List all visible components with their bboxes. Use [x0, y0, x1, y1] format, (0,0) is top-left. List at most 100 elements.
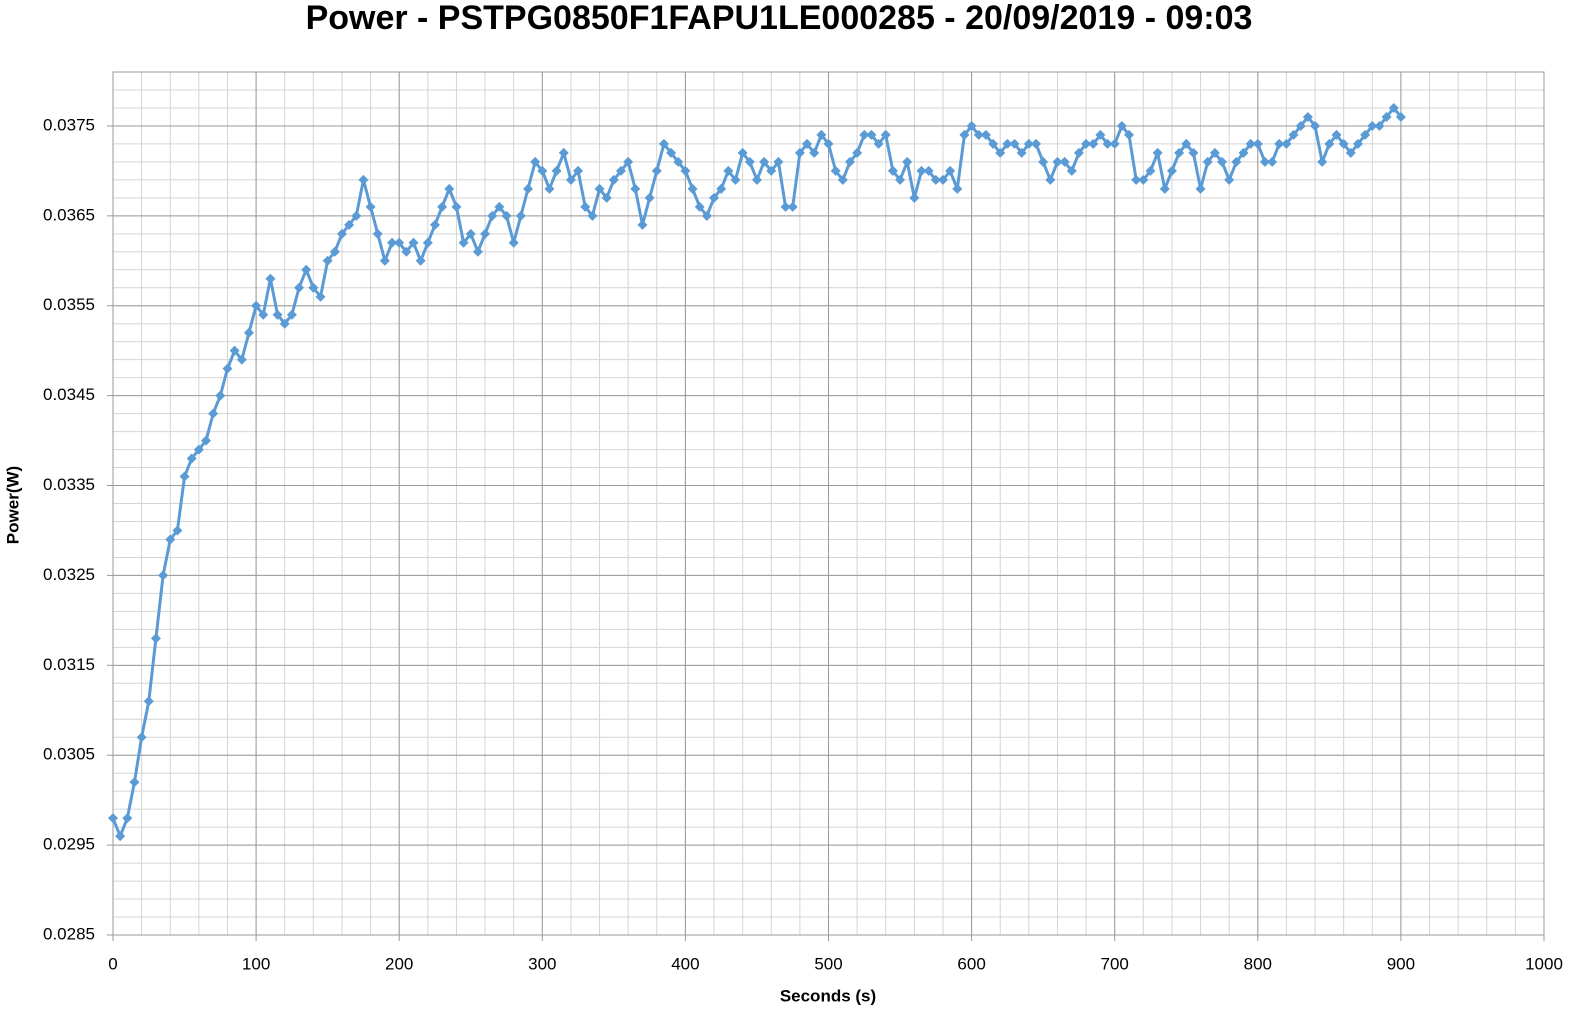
data-point — [544, 183, 555, 194]
data-point — [1202, 156, 1213, 167]
x-tick-label: 800 — [1244, 954, 1272, 973]
data-point — [322, 255, 333, 266]
data-point — [1095, 129, 1106, 140]
data-point — [630, 183, 641, 194]
data-point — [680, 165, 691, 176]
data-point — [294, 282, 305, 293]
data-point — [837, 174, 848, 185]
data-point — [508, 237, 519, 248]
data-point — [108, 813, 118, 824]
data-point — [1023, 138, 1034, 149]
data-point — [802, 138, 813, 149]
data-point — [422, 237, 433, 248]
data-point — [158, 570, 169, 581]
data-point — [236, 354, 247, 365]
data-point — [1188, 147, 1199, 158]
data-point — [372, 228, 383, 239]
data-point — [594, 183, 605, 194]
data-point — [1224, 174, 1235, 185]
x-tick-label: 500 — [814, 954, 842, 973]
data-point — [1388, 102, 1399, 113]
data-point — [637, 219, 648, 230]
data-point — [995, 147, 1006, 158]
data-point — [880, 129, 891, 140]
data-point — [472, 246, 483, 257]
data-point — [651, 165, 662, 176]
data-point — [522, 183, 533, 194]
x-tick-label: 700 — [1101, 954, 1129, 973]
data-point — [501, 210, 512, 221]
data-point — [852, 147, 863, 158]
data-point — [1331, 129, 1342, 140]
data-point — [429, 219, 440, 230]
data-point — [1245, 138, 1256, 149]
data-point — [1374, 120, 1385, 131]
data-point — [1352, 138, 1363, 149]
x-tick-label: 900 — [1387, 954, 1415, 973]
data-point — [608, 174, 619, 185]
data-point — [1116, 120, 1127, 131]
data-point — [873, 138, 884, 149]
x-tick-label: 400 — [671, 954, 699, 973]
y-tick-label: 0.0335 — [43, 475, 95, 494]
data-point — [1081, 138, 1092, 149]
x-axis-title: Seconds (s) — [780, 986, 876, 1005]
data-point — [401, 246, 412, 257]
data-point — [129, 777, 140, 788]
data-point — [1195, 183, 1206, 194]
data-point — [172, 525, 183, 536]
data-point — [480, 228, 491, 239]
data-point — [143, 696, 154, 707]
data-point — [787, 201, 798, 212]
data-point — [601, 192, 612, 203]
data-point — [558, 147, 569, 158]
data-point — [1360, 129, 1371, 140]
data-point — [515, 210, 526, 221]
data-point — [730, 174, 741, 185]
data-point — [530, 156, 541, 167]
data-point — [1073, 147, 1084, 158]
y-tick-label: 0.0315 — [43, 655, 95, 674]
data-point — [751, 174, 762, 185]
data-point — [179, 471, 190, 482]
data-point — [723, 165, 734, 176]
data-point — [487, 210, 498, 221]
data-point — [887, 165, 898, 176]
data-point — [1281, 138, 1292, 149]
data-point — [193, 444, 204, 455]
data-point — [1238, 147, 1249, 158]
data-point — [809, 147, 820, 158]
data-point — [115, 831, 126, 842]
data-point — [451, 201, 462, 212]
data-point — [351, 210, 362, 221]
data-point — [243, 327, 254, 338]
data-point — [1395, 111, 1406, 122]
data-point — [1209, 147, 1220, 158]
data-point — [336, 228, 347, 239]
data-point — [988, 138, 999, 149]
x-tick-label: 100 — [242, 954, 270, 973]
y-tick-label: 0.0375 — [43, 115, 95, 134]
data-point — [1174, 147, 1185, 158]
data-point — [937, 174, 948, 185]
x-tick-label: 300 — [528, 954, 556, 973]
data-point — [587, 210, 598, 221]
data-point — [551, 165, 562, 176]
data-point — [909, 192, 920, 203]
y-axis-title: Power(W) — [3, 466, 22, 544]
data-point — [379, 255, 390, 266]
x-tick-label: 0 — [108, 954, 117, 973]
data-point — [1181, 138, 1192, 149]
x-tick-label: 1000 — [1525, 954, 1563, 973]
data-point — [902, 156, 913, 167]
data-point — [1138, 174, 1149, 185]
data-point — [444, 183, 455, 194]
data-point — [358, 174, 369, 185]
data-point — [1295, 120, 1306, 131]
data-point — [1030, 138, 1041, 149]
data-point — [537, 165, 548, 176]
data-point — [1109, 138, 1120, 149]
data-point — [222, 363, 233, 374]
data-point — [1324, 138, 1335, 149]
data-point — [186, 453, 197, 464]
